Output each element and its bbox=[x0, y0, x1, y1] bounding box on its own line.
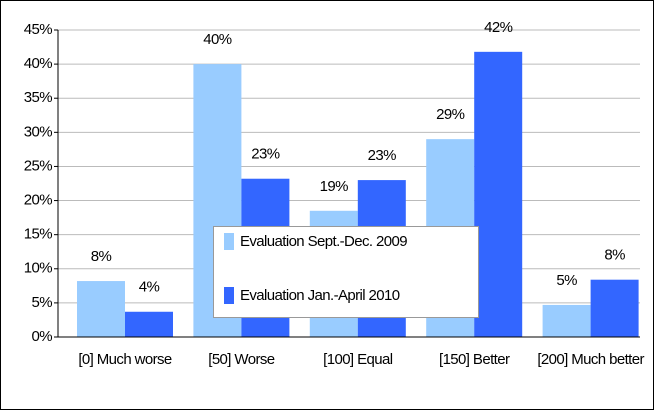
y-tick-label: 25% bbox=[24, 157, 52, 174]
y-tick-label: 45% bbox=[24, 21, 52, 38]
data-label: 29% bbox=[436, 106, 464, 123]
y-tick-label: 35% bbox=[24, 89, 52, 106]
bar bbox=[125, 311, 173, 337]
x-tick-label: [0] Much worse bbox=[78, 351, 172, 368]
y-tick-label: 5% bbox=[32, 294, 53, 311]
y-tick-label: 0% bbox=[32, 328, 53, 345]
y-tick-label: 30% bbox=[24, 123, 52, 140]
bar bbox=[474, 51, 523, 337]
bar bbox=[542, 304, 591, 337]
x-tick-label: [150] Better bbox=[439, 351, 510, 368]
x-tick-label: [200] Much better bbox=[537, 351, 644, 368]
legend-swatch bbox=[224, 287, 234, 304]
data-label: 8% bbox=[91, 248, 112, 265]
y-tick-label: 10% bbox=[24, 260, 52, 277]
data-label: 19% bbox=[320, 178, 348, 195]
data-label: 23% bbox=[251, 146, 279, 163]
data-label: 5% bbox=[556, 272, 577, 289]
data-label: 42% bbox=[484, 19, 512, 36]
bar bbox=[77, 281, 125, 337]
y-tick-label: 40% bbox=[24, 55, 52, 72]
y-tick-label: 15% bbox=[24, 226, 52, 243]
x-tick-label: [50] Worse bbox=[208, 351, 275, 368]
data-label: 8% bbox=[604, 247, 625, 264]
y-tick-label: 20% bbox=[24, 192, 52, 209]
bar bbox=[590, 279, 639, 337]
data-label: 4% bbox=[139, 279, 160, 296]
legend-entry: Evaluation Jan.-April 2010 bbox=[224, 287, 400, 304]
legend-entry: Evaluation Sept.-Dec. 2009 bbox=[224, 233, 408, 250]
legend-label: Evaluation Jan.-April 2010 bbox=[240, 287, 400, 304]
x-tick-label: [100] Equal bbox=[323, 351, 393, 368]
data-label: 40% bbox=[203, 31, 231, 48]
legend: Evaluation Sept.-Dec. 2009 Evaluation Jan… bbox=[213, 226, 479, 318]
data-label: 23% bbox=[368, 147, 396, 164]
legend-swatch bbox=[224, 233, 234, 250]
legend-label: Evaluation Sept.-Dec. 2009 bbox=[240, 233, 408, 250]
